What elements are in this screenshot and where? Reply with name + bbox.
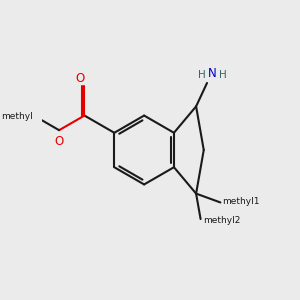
Text: O: O [55, 135, 64, 148]
Text: methyl2: methyl2 [202, 216, 240, 225]
Text: H: H [218, 70, 226, 80]
Text: N: N [208, 67, 217, 80]
Text: methyl: methyl [1, 112, 33, 121]
Text: O: O [75, 72, 85, 85]
Text: methyl1: methyl1 [222, 197, 260, 206]
Text: H: H [198, 70, 206, 80]
